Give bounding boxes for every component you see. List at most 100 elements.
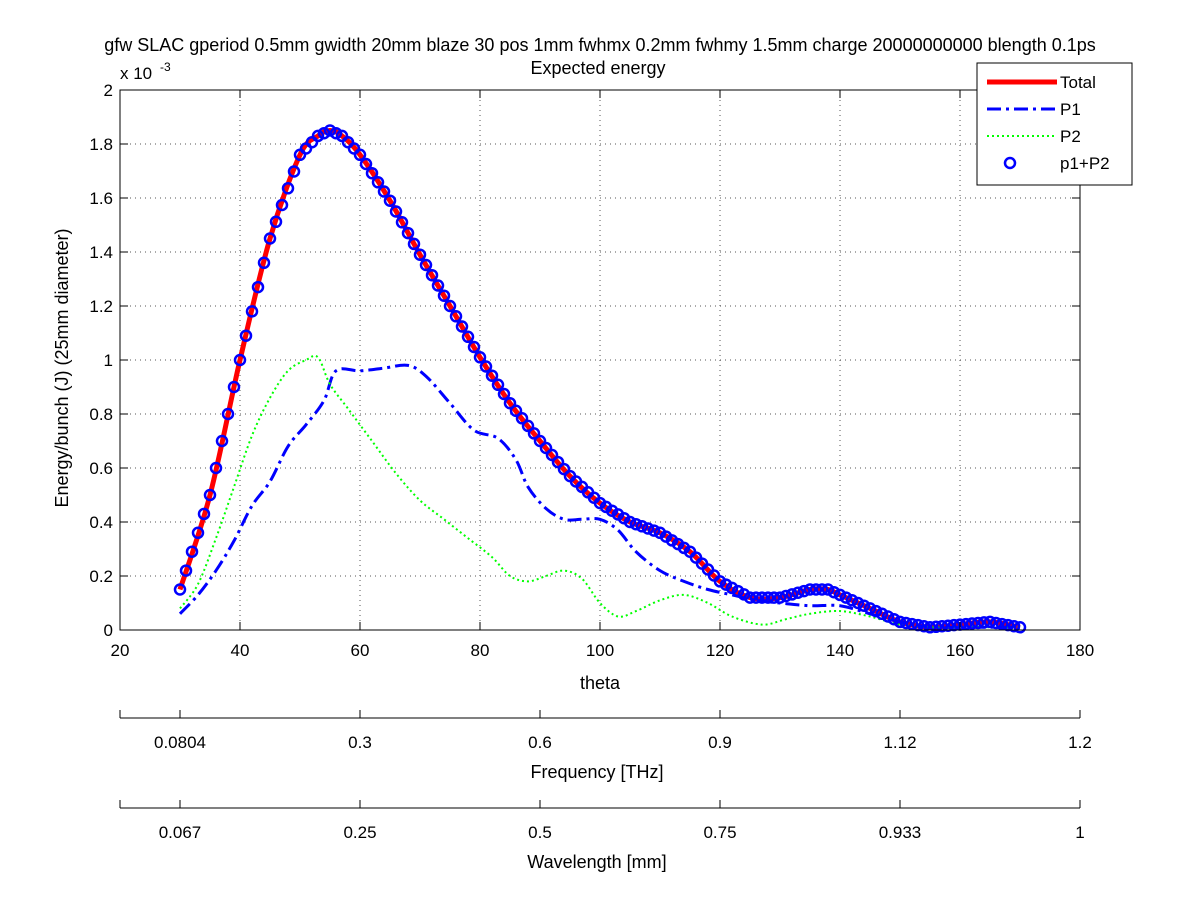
marker-point bbox=[959, 617, 973, 631]
marker-point bbox=[323, 124, 337, 137]
secondary-tick-label: 0.3 bbox=[348, 733, 372, 752]
marker-point bbox=[233, 353, 247, 367]
secondary-tick-label: 1 bbox=[1075, 823, 1084, 842]
secondary-axis-label: Frequency [THz] bbox=[530, 762, 663, 782]
marker-point bbox=[359, 157, 373, 171]
marker-point bbox=[545, 448, 559, 462]
marker-point bbox=[791, 586, 805, 599]
legend-entry-label: P1 bbox=[1060, 100, 1081, 119]
secondary-tick-label: 0.25 bbox=[343, 823, 376, 842]
marker-point bbox=[179, 564, 193, 577]
marker-point bbox=[269, 215, 283, 229]
marker-point bbox=[479, 360, 493, 373]
marker-point bbox=[389, 205, 403, 218]
y-tick-label: 0.2 bbox=[89, 567, 113, 586]
x-tick-label: 80 bbox=[471, 641, 490, 660]
legend-entry-label: Total bbox=[1060, 73, 1096, 92]
y-exponent-power: -3 bbox=[160, 60, 171, 74]
marker-point bbox=[779, 589, 793, 603]
marker-point bbox=[1013, 621, 1027, 634]
marker-point bbox=[785, 588, 799, 601]
marker-point bbox=[881, 610, 895, 623]
marker-point bbox=[995, 617, 1009, 631]
marker-point bbox=[965, 617, 979, 630]
marker-point bbox=[923, 621, 937, 634]
marker-point bbox=[839, 591, 853, 604]
y-tick-label: 0.4 bbox=[89, 513, 113, 532]
marker-point bbox=[263, 232, 277, 245]
marker-point bbox=[353, 148, 367, 162]
series-line-p1 bbox=[178, 363, 1020, 630]
y-axis-label: Energy/bunch (J) (25mm diameter) bbox=[52, 228, 72, 507]
marker-point bbox=[821, 583, 835, 596]
marker-point bbox=[827, 585, 841, 599]
marker-point bbox=[629, 517, 643, 531]
y-tick-label: 1 bbox=[104, 351, 113, 370]
x-tick-label: 60 bbox=[351, 641, 370, 660]
series-line-p2 bbox=[179, 354, 1020, 629]
marker-point bbox=[773, 591, 787, 604]
legend-entry-label: p1+P2 bbox=[1060, 154, 1110, 173]
secondary-axes: 0.0804 0.3 0.6 0.9 1.12 1.2 Frequency [THz] 0.0… bbox=[119, 710, 1092, 872]
marker-point bbox=[743, 591, 757, 604]
marker-point bbox=[893, 615, 907, 629]
marker-point bbox=[287, 165, 301, 178]
y-tick-label: 0.8 bbox=[89, 405, 113, 424]
marker-point bbox=[467, 340, 481, 354]
legend: Total P1 P2 p1+P2 bbox=[976, 62, 1133, 186]
marker-point bbox=[329, 126, 343, 140]
marker-point bbox=[527, 427, 541, 440]
y-tick-label: 1.8 bbox=[89, 135, 113, 154]
marker-point bbox=[239, 329, 253, 342]
marker-point bbox=[449, 310, 463, 323]
marker-point bbox=[863, 602, 877, 615]
grid-lines bbox=[120, 90, 1080, 630]
marker-point bbox=[851, 596, 865, 610]
marker-point bbox=[503, 396, 517, 410]
marker-point bbox=[509, 404, 523, 418]
marker-point bbox=[437, 289, 451, 302]
marker-point bbox=[461, 330, 475, 344]
marker-point bbox=[737, 588, 751, 601]
marker-point bbox=[623, 515, 637, 529]
x-tick-label: 40 bbox=[231, 641, 250, 660]
secondary-tick-label: 1.12 bbox=[883, 733, 916, 752]
marker-point bbox=[929, 620, 943, 634]
marker-point bbox=[413, 248, 427, 261]
marker-point bbox=[497, 387, 511, 401]
marker-point bbox=[521, 419, 535, 433]
marker-point bbox=[221, 407, 235, 421]
marker-point bbox=[635, 520, 649, 533]
y-tick-label: 1.6 bbox=[89, 189, 113, 208]
x-tick-label: 100 bbox=[586, 641, 614, 660]
marker-point bbox=[887, 612, 901, 626]
marker-point bbox=[989, 616, 1003, 630]
marker-point bbox=[455, 320, 469, 333]
legend-entry-label: P2 bbox=[1060, 127, 1081, 146]
marker-point bbox=[557, 462, 571, 476]
marker-point bbox=[407, 237, 421, 251]
marker-point bbox=[941, 619, 955, 632]
marker-point bbox=[311, 129, 325, 143]
marker-point bbox=[203, 488, 217, 502]
marker-point bbox=[227, 380, 241, 394]
secondary-tick-label: 0.0804 bbox=[154, 733, 206, 752]
marker-point bbox=[431, 279, 445, 292]
marker-point bbox=[317, 126, 331, 140]
marker-point bbox=[935, 619, 949, 633]
y-tick-label: 1.4 bbox=[89, 243, 113, 262]
marker-point bbox=[365, 166, 379, 180]
secondary-tick-label: 0.067 bbox=[159, 823, 202, 842]
marker-point bbox=[869, 604, 883, 618]
x-tick-label: 180 bbox=[1066, 641, 1094, 660]
y-tick-label: 2 bbox=[104, 81, 113, 100]
marker-point bbox=[197, 507, 211, 521]
marker-point bbox=[251, 280, 265, 294]
secondary-tick-label: 0.9 bbox=[708, 733, 732, 752]
marker-point bbox=[761, 591, 775, 604]
secondary-tick-label: 0.5 bbox=[528, 823, 552, 842]
marker-point bbox=[713, 575, 727, 588]
marker-point bbox=[257, 256, 271, 270]
series-layer bbox=[173, 124, 1027, 634]
axis-ticks: 20 40 60 80 100 120 140 160 180 0 0.2 0.4 0.6 0.8 1 1.2… bbox=[89, 81, 1094, 660]
